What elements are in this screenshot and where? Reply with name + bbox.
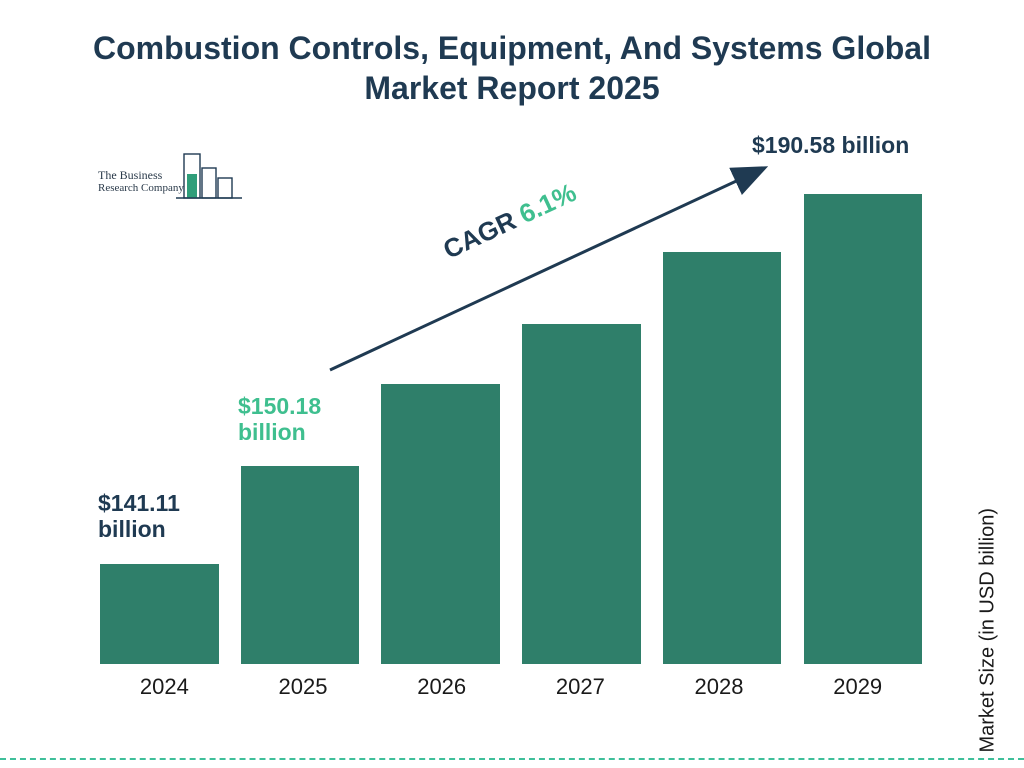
x-axis-label: 2025 — [234, 674, 373, 700]
bar-rect — [241, 466, 359, 664]
value-label: $141.11billion — [98, 490, 180, 543]
value-label: $190.58 billion — [752, 132, 909, 158]
bar-2025 — [236, 466, 365, 664]
bar-2029 — [798, 194, 927, 664]
bar-rect — [663, 252, 781, 664]
bar-2028 — [658, 252, 787, 664]
x-axis-label: 2026 — [372, 674, 511, 700]
x-axis-label: 2027 — [511, 674, 650, 700]
bottom-dashed-line — [0, 758, 1024, 760]
x-axis-label: 2029 — [788, 674, 927, 700]
bar-rect — [522, 324, 640, 664]
bar-rect — [381, 384, 499, 664]
x-axis-label: 2024 — [95, 674, 234, 700]
bar-2026 — [376, 384, 505, 664]
x-axis-label: 2028 — [650, 674, 789, 700]
bar-2027 — [517, 324, 646, 664]
bar-2024 — [95, 564, 224, 664]
chart-title: Combustion Controls, Equipment, And Syst… — [0, 0, 1024, 108]
bar-rect — [804, 194, 922, 664]
value-label: $150.18billion — [238, 393, 321, 446]
y-axis-label: Market Size (in USD billion) — [977, 508, 1000, 753]
bar-rect — [100, 564, 218, 664]
